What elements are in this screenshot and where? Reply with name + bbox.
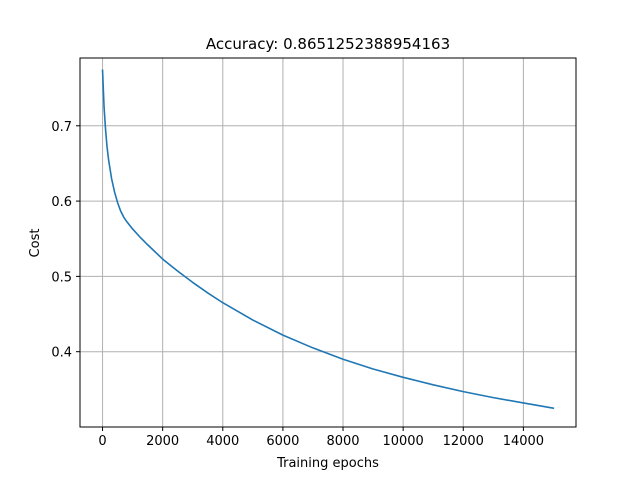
y-tick-label: 0.6: [51, 195, 72, 210]
plot-frame: [79, 57, 577, 428]
x-tick-label: 4000: [206, 434, 239, 449]
y-axis-label: Cost: [28, 229, 43, 258]
x-tick-label: 14000: [503, 434, 544, 449]
grid-lines: [80, 58, 576, 427]
x-tick-label: 8000: [326, 434, 359, 449]
y-tick-label: 0.7: [51, 120, 72, 135]
cost-series-line: [101, 69, 555, 409]
x-tick-label: 6000: [266, 434, 299, 449]
x-tick-label: 0: [98, 434, 106, 449]
chart-title: Accuracy: 0.8651252388954163: [206, 35, 450, 53]
x-tick-label: 10000: [382, 434, 423, 449]
x-tick-label: 2000: [146, 434, 179, 449]
series-layer: [101, 69, 555, 409]
y-tick-label: 0.4: [51, 346, 72, 361]
x-tick-label: 12000: [443, 434, 484, 449]
y-axis-ticks: 0.4 0.5 0.6 0.7: [51, 120, 80, 361]
y-tick-label: 0.5: [51, 270, 72, 285]
x-axis-label: Training epochs: [276, 456, 379, 471]
x-axis-ticks: 0 2000 4000 6000 8000 10000 12000 14000: [98, 427, 544, 449]
